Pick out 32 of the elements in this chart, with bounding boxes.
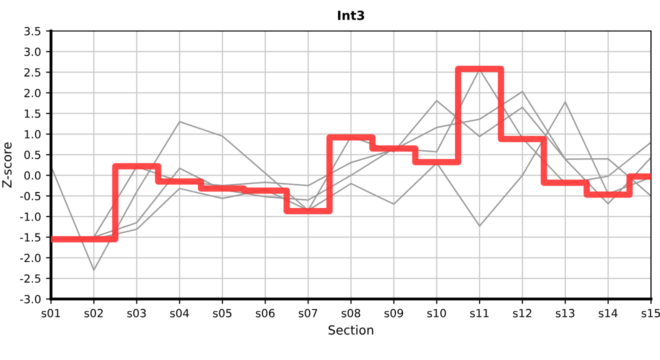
x-tick-label: s09 bbox=[384, 308, 404, 318]
y-tick-label: -1.5 bbox=[20, 233, 40, 242]
y-tick-label: -2.0 bbox=[20, 254, 41, 262]
x-tick-label: s12 bbox=[513, 308, 532, 318]
x-tick-label: s07 bbox=[298, 308, 318, 318]
x-tick-label: s14 bbox=[598, 309, 618, 318]
y-tick-label: 3.0 bbox=[24, 48, 41, 56]
y-tick-label: 2.5 bbox=[24, 68, 40, 77]
x-tick-label: s02 bbox=[84, 308, 103, 318]
x-tick-label: s11 bbox=[470, 309, 489, 318]
y-tick-label: -3.0 bbox=[20, 294, 41, 304]
x-tick-label: s04 bbox=[170, 308, 189, 318]
y-tick-label: 1.5 bbox=[24, 110, 40, 118]
y-tick-label: 0.0 bbox=[24, 171, 41, 180]
y-tick-label: 1.0 bbox=[24, 130, 41, 138]
y-tick-label: 2.0 bbox=[24, 88, 41, 98]
y-tick-label: 3.5 bbox=[24, 26, 40, 36]
x-tick-label: s01 bbox=[42, 308, 60, 318]
y-axis-title: Z-score bbox=[2, 142, 12, 188]
x-tick-label: s08 bbox=[342, 308, 360, 318]
x-axis-title: Section bbox=[328, 325, 374, 335]
x-tick-label: s15 bbox=[642, 309, 660, 318]
x-tick-label: s10 bbox=[427, 308, 446, 318]
x-tick-label: s05 bbox=[213, 308, 232, 318]
y-tick-label: -0.5 bbox=[20, 192, 40, 200]
x-tick-label: s13 bbox=[556, 308, 574, 318]
chart-title: Int3 bbox=[338, 10, 364, 20]
y-tick-label: -2.5 bbox=[20, 274, 40, 283]
x-tick-label: s06 bbox=[256, 308, 275, 318]
y-tick-label: -1.0 bbox=[20, 212, 41, 221]
y-tick-label: 0.5 bbox=[24, 150, 40, 160]
x-tick-label: s03 bbox=[127, 308, 146, 318]
